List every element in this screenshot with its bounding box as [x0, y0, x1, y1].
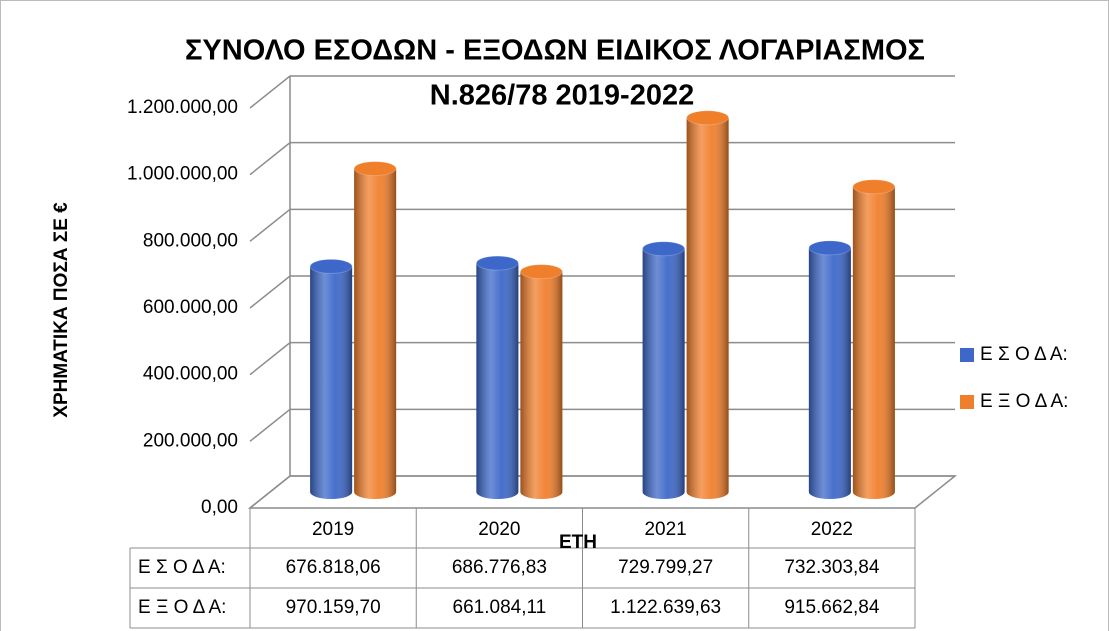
y-tick-label: 800.000,00 — [143, 230, 238, 251]
chart-title: ΣΥΝΟΛΟ ΕΣΟΔΩΝ - ΕΞΟΔΩΝ ΕΙΔΙΚΟΣ ΛΟΓΑΡΙΑΣΜ… — [185, 35, 925, 67]
table-row-label: Ε Ξ Ο Δ Α: — [138, 597, 226, 618]
data-label: 915.662,84 — [784, 597, 880, 618]
x-tick-label: 2019 — [312, 519, 354, 540]
y-tick-label: 1.000.000,00 — [127, 164, 238, 185]
bar-shading — [686, 117, 729, 500]
table-row-label: Ε Σ Ο Δ Α: — [138, 557, 226, 578]
bar-top — [309, 258, 353, 274]
grid-line — [249, 275, 955, 309]
data-label: 970.159,70 — [286, 597, 381, 618]
x-tick-label: 2022 — [811, 519, 853, 540]
grid-line — [249, 75, 955, 109]
data-label: 661.084,11 — [453, 597, 547, 618]
y-tick-label: 1.200.000,00 — [127, 97, 238, 118]
bar-shading — [808, 247, 851, 500]
y-tick-label: 0,00 — [201, 497, 238, 518]
legend-swatch — [960, 348, 974, 362]
data-label: 1.122.639,63 — [610, 597, 721, 618]
bar-top — [808, 240, 852, 256]
bar-shading — [310, 266, 353, 499]
bar-top — [642, 241, 686, 257]
x-tick-label: 2021 — [644, 519, 686, 540]
grid-line — [249, 341, 955, 376]
data-label: 732.303,84 — [784, 557, 880, 578]
bar-shading — [642, 248, 685, 500]
x-axis-title: ΕΤΗ — [559, 532, 597, 553]
data-label: 729.799,27 — [618, 557, 713, 578]
bar-top — [353, 161, 397, 177]
y-axis-title: ΧΡΗΜΑΤΙΚΑ ΠΟΣΑ ΣΕ € — [51, 202, 72, 418]
bar-shading — [476, 263, 519, 500]
chart-subtitle: Ν.826/78 2019-2022 — [430, 80, 694, 112]
bar-shading — [520, 271, 563, 500]
bar-shading — [852, 186, 895, 500]
legend-swatch — [960, 395, 974, 409]
grid-line — [249, 475, 955, 509]
legend-label: Ε Ξ Ο Δ Α: — [980, 391, 1068, 412]
data-label: 686.776,83 — [452, 557, 547, 578]
bar-top — [475, 255, 519, 271]
bar-top — [852, 179, 896, 195]
legend-label: Ε Σ Ο Δ Α: — [980, 344, 1068, 365]
bar-top — [519, 264, 563, 280]
y-tick-label: 600.000,00 — [143, 297, 238, 318]
grid-line — [249, 141, 955, 176]
data-label: 676.818,06 — [286, 557, 381, 578]
x-tick-label: 2020 — [478, 519, 520, 540]
y-tick-label: 200.000,00 — [143, 430, 238, 451]
grid-line — [249, 408, 955, 442]
bar-top — [686, 110, 730, 126]
grid-line — [249, 208, 955, 242]
bar-shading — [354, 168, 397, 500]
y-tick-label: 400.000,00 — [143, 364, 238, 385]
